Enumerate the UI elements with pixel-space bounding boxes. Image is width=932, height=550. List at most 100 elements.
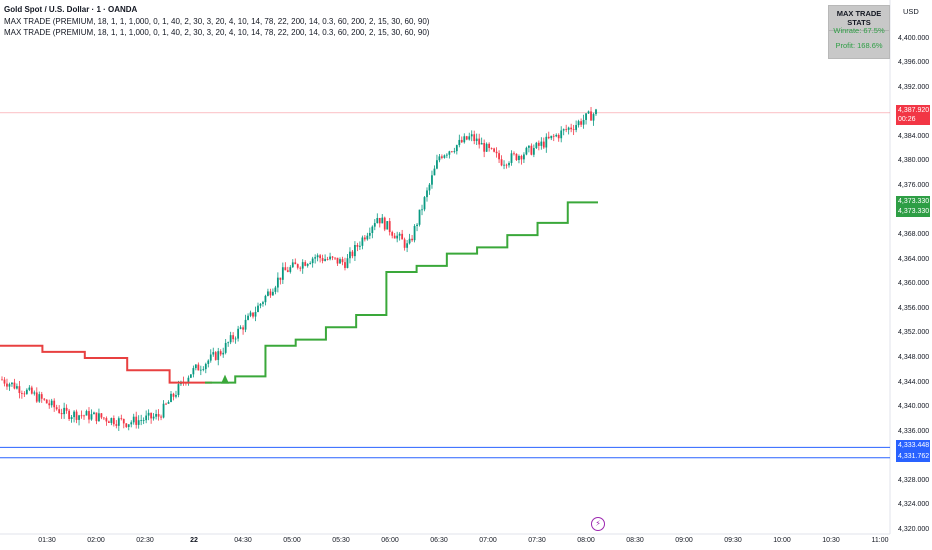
candle-body [25,389,28,394]
candle-body [125,423,128,427]
candle-body [274,287,277,292]
candle-body [530,145,533,155]
candle-body [142,420,145,421]
candle-body [187,377,190,383]
candle-body [204,363,207,370]
candle-body [443,155,446,158]
candle-body [43,398,46,400]
price-axis-label: 4,348.000 [898,354,930,361]
indicator-legend-1[interactable]: MAX TRADE (PREMIUM, 18, 1, 1, 1,000, 0, … [4,17,430,26]
candle-body [391,232,394,236]
candle-body [381,217,384,224]
trail-tag-2: 4,373.330 [896,206,930,217]
countdown-value: 00:26 [898,116,916,123]
price-axis-label: 4,324.000 [898,501,930,509]
candle-body [448,151,451,155]
candle-body [371,226,374,233]
candle-body [386,221,389,230]
candle-body [450,151,453,153]
candle-body [520,155,523,160]
price-axis-label: 4,352.000 [898,329,930,337]
time-axis-label: 01:30 [38,537,56,544]
candle-body [565,129,568,131]
time-axis-label: 07:30 [528,537,546,544]
candle-body [194,364,197,369]
candle-body [316,255,319,258]
candle-body [547,136,550,139]
candle-body [341,259,344,263]
candle-body [60,413,63,415]
candle-body [582,119,585,125]
candle-body [58,409,61,414]
trail-tag-1: 4,373.330 [896,196,930,207]
candle-body [152,416,155,419]
candle-body [291,262,294,268]
candle-body [363,237,366,240]
candle-body [595,109,597,115]
candle-body [324,259,326,261]
candle-body [296,264,299,268]
candle-body [438,156,441,161]
candle-body [523,154,525,160]
candle-body [455,145,458,152]
candle-body [13,382,16,389]
price-axis-label: 4,396.000 [898,59,930,67]
candle-body [197,364,200,371]
candle-body [458,139,461,146]
candle-body [244,319,247,330]
candle-body [575,125,578,130]
candle-body [550,135,553,139]
candle-body [147,412,150,416]
candle-body [8,384,11,387]
candle-body [411,238,413,241]
candle-body [510,153,513,163]
candle-body [560,130,563,139]
candle-body [130,422,133,425]
currency-label[interactable]: USD [903,7,919,16]
time-axis-label: 09:30 [724,537,742,544]
candle-body [232,335,235,340]
candle-body [120,418,123,420]
candle-body [249,312,252,316]
candle-body [227,342,230,344]
price-axis-label: 4,336.000 [898,427,930,435]
trailing-stop-red [0,344,212,384]
candle-body [537,142,540,146]
candle-body [368,232,371,236]
candle-body [562,129,565,131]
candle-body [403,239,406,248]
candle-body [284,267,287,271]
symbol-title[interactable]: Gold Spot / U.S. Dollar · 1 · OANDA [4,5,138,14]
candle-body [329,256,331,260]
time-axis-label: 10:30 [822,537,840,544]
candle-body [272,291,274,296]
candle-body [532,148,535,155]
candle-body [540,141,543,146]
candle-body [88,411,90,420]
candle-body [580,121,582,125]
candle-body [1,379,3,381]
candle-body [80,415,83,417]
candle-body [339,259,341,264]
candle-body [157,414,160,417]
lightning-icon[interactable]: ⚡ [591,517,605,531]
candle-body [286,270,289,272]
candle-body [110,418,113,423]
candle-body [202,369,205,370]
candle-body [354,244,356,257]
candle-body [406,243,409,248]
candle-body [16,386,18,389]
time-axis-label: 06:00 [381,537,399,544]
candle-body [264,295,267,303]
candle-body [436,160,438,169]
time-axis-label: 02:30 [136,537,154,544]
candle-body [100,413,103,418]
indicator-legend-2[interactable]: MAX TRADE (PREMIUM, 18, 1, 1, 1,000, 0, … [4,28,430,37]
time-axis-label: 05:30 [332,537,350,544]
candle-body [542,141,545,148]
candle-body [137,420,140,425]
candle-body [65,407,68,411]
candle-body [217,351,220,360]
candle-body [463,136,466,143]
